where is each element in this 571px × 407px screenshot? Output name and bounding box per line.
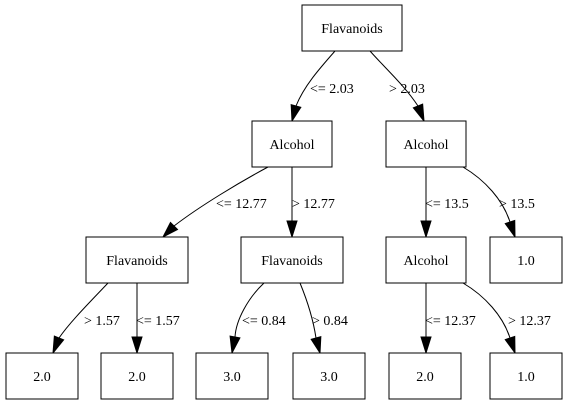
arrowhead-icon xyxy=(412,103,425,123)
edge-n4-n9: <= 0.84 xyxy=(229,282,286,355)
edge-label: <= 2.03 xyxy=(310,82,354,97)
edge-label: > 13.5 xyxy=(499,197,535,212)
node-box xyxy=(100,352,174,400)
arrowhead-icon xyxy=(161,221,179,239)
edge-n5-n11: <= 12.37 xyxy=(420,283,476,355)
edge-n5-n12: > 12.37 xyxy=(462,282,551,355)
arrowhead-icon xyxy=(131,336,143,355)
node-box xyxy=(85,236,189,284)
edge-line xyxy=(369,50,419,107)
arrowhead-icon xyxy=(286,220,298,239)
edge-label: <= 13.5 xyxy=(425,197,469,212)
node-box xyxy=(292,352,366,400)
node-label: 1.0 xyxy=(517,370,535,385)
tree-node-n5: Alcohol xyxy=(385,236,467,284)
edge-line xyxy=(234,282,265,338)
tree-node-n6: 1.0 xyxy=(489,236,563,284)
nodes-layer: Flavanoids Alcohol Alcohol Flavanoids Flavan… xyxy=(5,4,563,400)
node-label: Alcohol xyxy=(269,138,314,153)
tree-node-n1: Alcohol xyxy=(251,120,333,168)
arrowhead-icon xyxy=(290,104,302,123)
tree-node-n8: 2.0 xyxy=(100,352,174,400)
edge-label: > 0.84 xyxy=(312,314,348,329)
node-box xyxy=(5,352,79,400)
node-label: 2.0 xyxy=(128,370,146,385)
node-label: Flavanoids xyxy=(321,22,382,37)
arrowhead-icon xyxy=(504,219,516,239)
node-label: Flavanoids xyxy=(261,254,322,269)
node-box xyxy=(301,4,403,52)
edge-n0-n2: > 2.03 xyxy=(369,50,425,123)
edge-line xyxy=(299,282,317,339)
edge-label: <= 1.57 xyxy=(136,314,180,329)
tree-node-n9: 3.0 xyxy=(195,352,269,400)
edge-n0-n1: <= 2.03 xyxy=(290,50,354,123)
node-label: 1.0 xyxy=(517,254,535,269)
tree-node-n4: Flavanoids xyxy=(240,236,344,284)
edge-line xyxy=(58,282,109,339)
node-box xyxy=(385,236,467,284)
node-box xyxy=(251,120,333,168)
node-box xyxy=(195,352,269,400)
tree-node-n3: Flavanoids xyxy=(85,236,189,284)
tree-node-n11: 2.0 xyxy=(388,352,462,400)
edge-line xyxy=(295,50,336,107)
node-box xyxy=(489,236,563,284)
arrowhead-icon xyxy=(420,336,432,355)
arrowhead-icon xyxy=(229,335,241,355)
edge-line xyxy=(462,282,511,339)
node-box xyxy=(388,352,462,400)
node-box xyxy=(240,236,344,284)
tree-node-n0: Flavanoids xyxy=(301,4,403,52)
edge-n2-n5: <= 13.5 xyxy=(420,167,469,239)
edge-label: <= 12.77 xyxy=(216,197,267,212)
node-label: 3.0 xyxy=(223,370,241,385)
edge-n2-n6: > 13.5 xyxy=(462,166,535,239)
node-label: Alcohol xyxy=(403,138,448,153)
edge-label: <= 12.37 xyxy=(425,314,476,329)
edge-n1-n3: <= 12.77 xyxy=(161,166,269,239)
node-box xyxy=(385,120,467,168)
tree-node-n12: 1.0 xyxy=(489,352,563,400)
node-label: 3.0 xyxy=(320,370,338,385)
node-label: 2.0 xyxy=(33,370,51,385)
edge-label: > 12.37 xyxy=(508,314,551,329)
edge-label: > 12.77 xyxy=(292,197,335,212)
tree-node-n10: 3.0 xyxy=(292,352,366,400)
node-label: Alcohol xyxy=(403,254,448,269)
edge-label: <= 0.84 xyxy=(242,314,286,329)
edge-line xyxy=(173,166,269,227)
node-label: Flavanoids xyxy=(106,254,167,269)
edge-n3-n8: <= 1.57 xyxy=(131,283,180,355)
node-label: 2.0 xyxy=(416,370,434,385)
arrowhead-icon xyxy=(420,220,432,239)
arrowhead-icon xyxy=(52,335,65,355)
edge-line xyxy=(462,166,511,223)
arrowhead-icon xyxy=(310,336,322,355)
edge-n1-n4: > 12.77 xyxy=(286,167,335,239)
edge-n4-n10: > 0.84 xyxy=(299,282,348,355)
edge-label: > 1.57 xyxy=(84,314,120,329)
tree-node-n2: Alcohol xyxy=(385,120,467,168)
edges-layer: <= 2.03 > 2.03 <= 12.77 > 12.77 <= 13.5 > 13.… xyxy=(52,50,551,355)
tree-node-n7: 2.0 xyxy=(5,352,79,400)
edge-label: > 2.03 xyxy=(389,82,425,97)
node-box xyxy=(489,352,563,400)
arrowhead-icon xyxy=(504,335,516,355)
edge-n3-n7: > 1.57 xyxy=(52,282,120,355)
